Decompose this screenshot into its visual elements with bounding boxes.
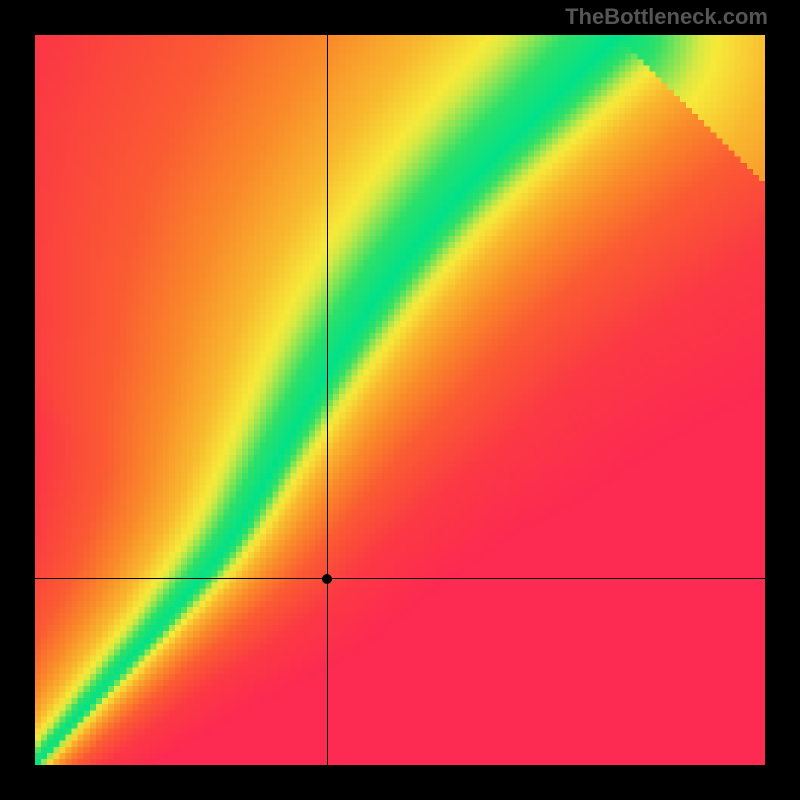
chart-container: TheBottleneck.com	[0, 0, 800, 800]
source-watermark: TheBottleneck.com	[565, 4, 768, 30]
bottleneck-heatmap	[35, 35, 765, 765]
crosshair-horizontal-line	[35, 578, 765, 579]
crosshair-vertical-line	[327, 35, 328, 765]
crosshair-marker-dot	[322, 574, 332, 584]
